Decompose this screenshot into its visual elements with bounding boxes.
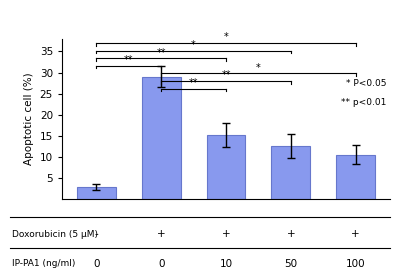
Bar [336, 155, 375, 199]
Text: 0: 0 [93, 259, 100, 269]
Bar [77, 187, 116, 199]
Bar [271, 146, 310, 199]
Text: 100: 100 [346, 259, 366, 269]
Text: *: * [224, 32, 228, 42]
Text: 10: 10 [220, 259, 232, 269]
Text: **: ** [124, 55, 134, 65]
Text: 0: 0 [158, 259, 164, 269]
Text: -: - [94, 229, 98, 239]
Text: * P<0.05: * P<0.05 [346, 79, 387, 88]
Text: +: + [286, 229, 295, 239]
Bar [142, 77, 181, 199]
Text: **: ** [189, 78, 198, 88]
Text: +: + [222, 229, 230, 239]
Y-axis label: Apoptotic cell (%): Apoptotic cell (%) [24, 73, 34, 165]
Text: ** p<0.01: ** p<0.01 [341, 98, 387, 107]
Text: *: * [256, 63, 261, 73]
Text: *: * [191, 40, 196, 50]
Text: **: ** [221, 70, 231, 80]
Text: Doxorubicin (5 μM): Doxorubicin (5 μM) [12, 230, 98, 238]
Text: **: ** [156, 48, 166, 58]
Text: +: + [351, 229, 360, 239]
Text: +: + [157, 229, 166, 239]
Text: IP-PA1 (ng/ml): IP-PA1 (ng/ml) [12, 259, 75, 268]
Text: 50: 50 [284, 259, 297, 269]
Bar [206, 135, 246, 199]
